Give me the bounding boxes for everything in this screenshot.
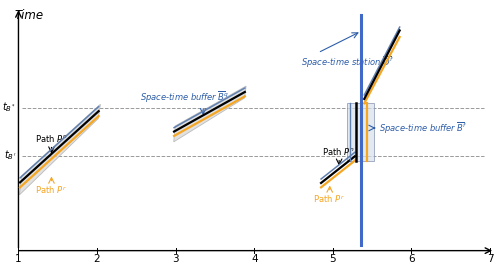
Text: 2: 2 [94, 253, 100, 264]
Text: Path $P^r$: Path $P^r$ [313, 193, 345, 205]
Text: $t_{B^\prime}$: $t_{B^\prime}$ [4, 148, 16, 162]
Text: 4: 4 [251, 253, 258, 264]
Text: Path $P^n$: Path $P^n$ [322, 146, 354, 157]
Text: Space-time buffer $\overline{B}^q$: Space-time buffer $\overline{B}^q$ [140, 90, 230, 105]
Text: Path $P^r$: Path $P^r$ [35, 185, 66, 196]
Text: $t_{B^*}$: $t_{B^*}$ [2, 100, 16, 114]
Text: Space-time station $\overline{O}^f$: Space-time station $\overline{O}^f$ [302, 55, 394, 70]
Text: Space-time buffer $\overline{B}^f$: Space-time buffer $\overline{B}^f$ [379, 120, 468, 135]
Text: 1: 1 [15, 253, 22, 264]
Text: Time: Time [15, 9, 44, 22]
Text: 3: 3 [172, 253, 179, 264]
Text: 6: 6 [408, 253, 415, 264]
Polygon shape [20, 104, 100, 195]
Text: 7: 7 [486, 253, 494, 264]
Polygon shape [174, 86, 246, 142]
Text: Path $P^n$: Path $P^n$ [34, 132, 67, 144]
Text: 5: 5 [330, 253, 336, 264]
Bar [347, 103, 374, 161]
